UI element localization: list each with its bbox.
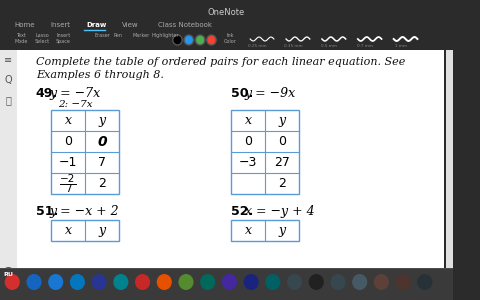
Text: Ink
Color: Ink Color (224, 33, 237, 44)
Text: 0: 0 (64, 135, 72, 148)
Circle shape (173, 35, 182, 45)
Circle shape (135, 274, 150, 290)
Text: 27: 27 (275, 156, 290, 169)
Circle shape (243, 274, 259, 290)
Text: 1 mm: 1 mm (395, 44, 407, 48)
Bar (17, 50, 444, 268)
Text: x: x (64, 114, 72, 127)
Text: 49.: 49. (36, 87, 58, 100)
Text: 7: 7 (65, 184, 72, 194)
Text: y = −7x: y = −7x (49, 87, 100, 100)
Circle shape (2, 267, 15, 281)
Bar (51, 220, 119, 241)
Circle shape (70, 274, 85, 290)
Circle shape (48, 274, 63, 290)
Circle shape (200, 274, 215, 290)
Text: 2: 2 (98, 177, 106, 190)
Text: x = −y + 4: x = −y + 4 (244, 205, 314, 218)
Circle shape (265, 274, 280, 290)
Text: x: x (64, 224, 72, 237)
Text: y: y (98, 224, 106, 237)
Circle shape (309, 274, 324, 290)
Circle shape (184, 35, 193, 45)
Text: Draw: Draw (86, 22, 106, 28)
Text: Insert: Insert (50, 22, 70, 28)
Text: Pen: Pen (113, 33, 122, 38)
Text: Eraser: Eraser (95, 33, 110, 38)
Circle shape (287, 274, 302, 290)
Text: y: y (279, 114, 286, 127)
Text: Examples 6 through 8.: Examples 6 through 8. (36, 70, 164, 80)
Circle shape (222, 274, 237, 290)
Text: 2: −7x: 2: −7x (59, 100, 93, 109)
Text: 0.7 mm: 0.7 mm (358, 44, 373, 48)
Text: −2: −2 (60, 173, 76, 184)
Bar (0, 268, 453, 300)
Text: 0.35 mm: 0.35 mm (284, 44, 303, 48)
Bar (51, 110, 119, 194)
Circle shape (352, 274, 367, 290)
Text: Text
Mode: Text Mode (14, 33, 27, 44)
Text: Home: Home (14, 22, 35, 28)
Text: 7: 7 (98, 156, 106, 169)
Circle shape (5, 274, 20, 290)
Text: OneNote: OneNote (208, 8, 245, 17)
Bar (0, 0, 453, 50)
Text: Marker: Marker (132, 33, 149, 38)
Text: ⏰: ⏰ (6, 95, 12, 105)
Bar (231, 110, 300, 194)
Text: 0: 0 (278, 135, 286, 148)
Text: 0.25 mm: 0.25 mm (249, 44, 267, 48)
Circle shape (195, 35, 205, 45)
Text: 0.5 mm: 0.5 mm (322, 44, 337, 48)
Circle shape (157, 274, 172, 290)
Text: Class Notebook: Class Notebook (157, 22, 212, 28)
Text: 0: 0 (97, 134, 107, 148)
Text: Insert
Space: Insert Space (56, 33, 71, 44)
Text: RU: RU (3, 272, 13, 277)
Text: 52.: 52. (231, 205, 253, 218)
Text: 0: 0 (244, 135, 252, 148)
Circle shape (179, 274, 193, 290)
Text: x: x (245, 114, 252, 127)
Circle shape (396, 274, 411, 290)
Text: x: x (245, 224, 252, 237)
Text: Q: Q (5, 75, 12, 85)
Text: 51.: 51. (36, 205, 58, 218)
Text: Lasso
Select: Lasso Select (35, 33, 50, 44)
Bar (445, 50, 453, 270)
Text: Highlighter: Highlighter (151, 33, 179, 38)
Text: y: y (98, 114, 106, 127)
Circle shape (92, 274, 107, 290)
Text: y = −9x: y = −9x (244, 87, 296, 100)
Text: ≡: ≡ (4, 55, 12, 65)
Text: −1: −1 (59, 156, 77, 169)
Circle shape (330, 274, 346, 290)
Text: −3: −3 (239, 156, 257, 169)
Circle shape (207, 35, 216, 45)
Circle shape (374, 274, 389, 290)
Bar (231, 220, 300, 241)
Text: 50.: 50. (231, 87, 253, 100)
Text: y = −x + 2: y = −x + 2 (49, 205, 119, 218)
Circle shape (417, 274, 432, 290)
Text: View: View (122, 22, 138, 28)
Circle shape (26, 274, 42, 290)
Text: y: y (279, 224, 286, 237)
Bar (0, 50, 17, 270)
Text: Complete the table of ordered pairs for each linear equation. See: Complete the table of ordered pairs for … (36, 57, 405, 67)
Circle shape (113, 274, 128, 290)
Text: 2: 2 (278, 177, 286, 190)
